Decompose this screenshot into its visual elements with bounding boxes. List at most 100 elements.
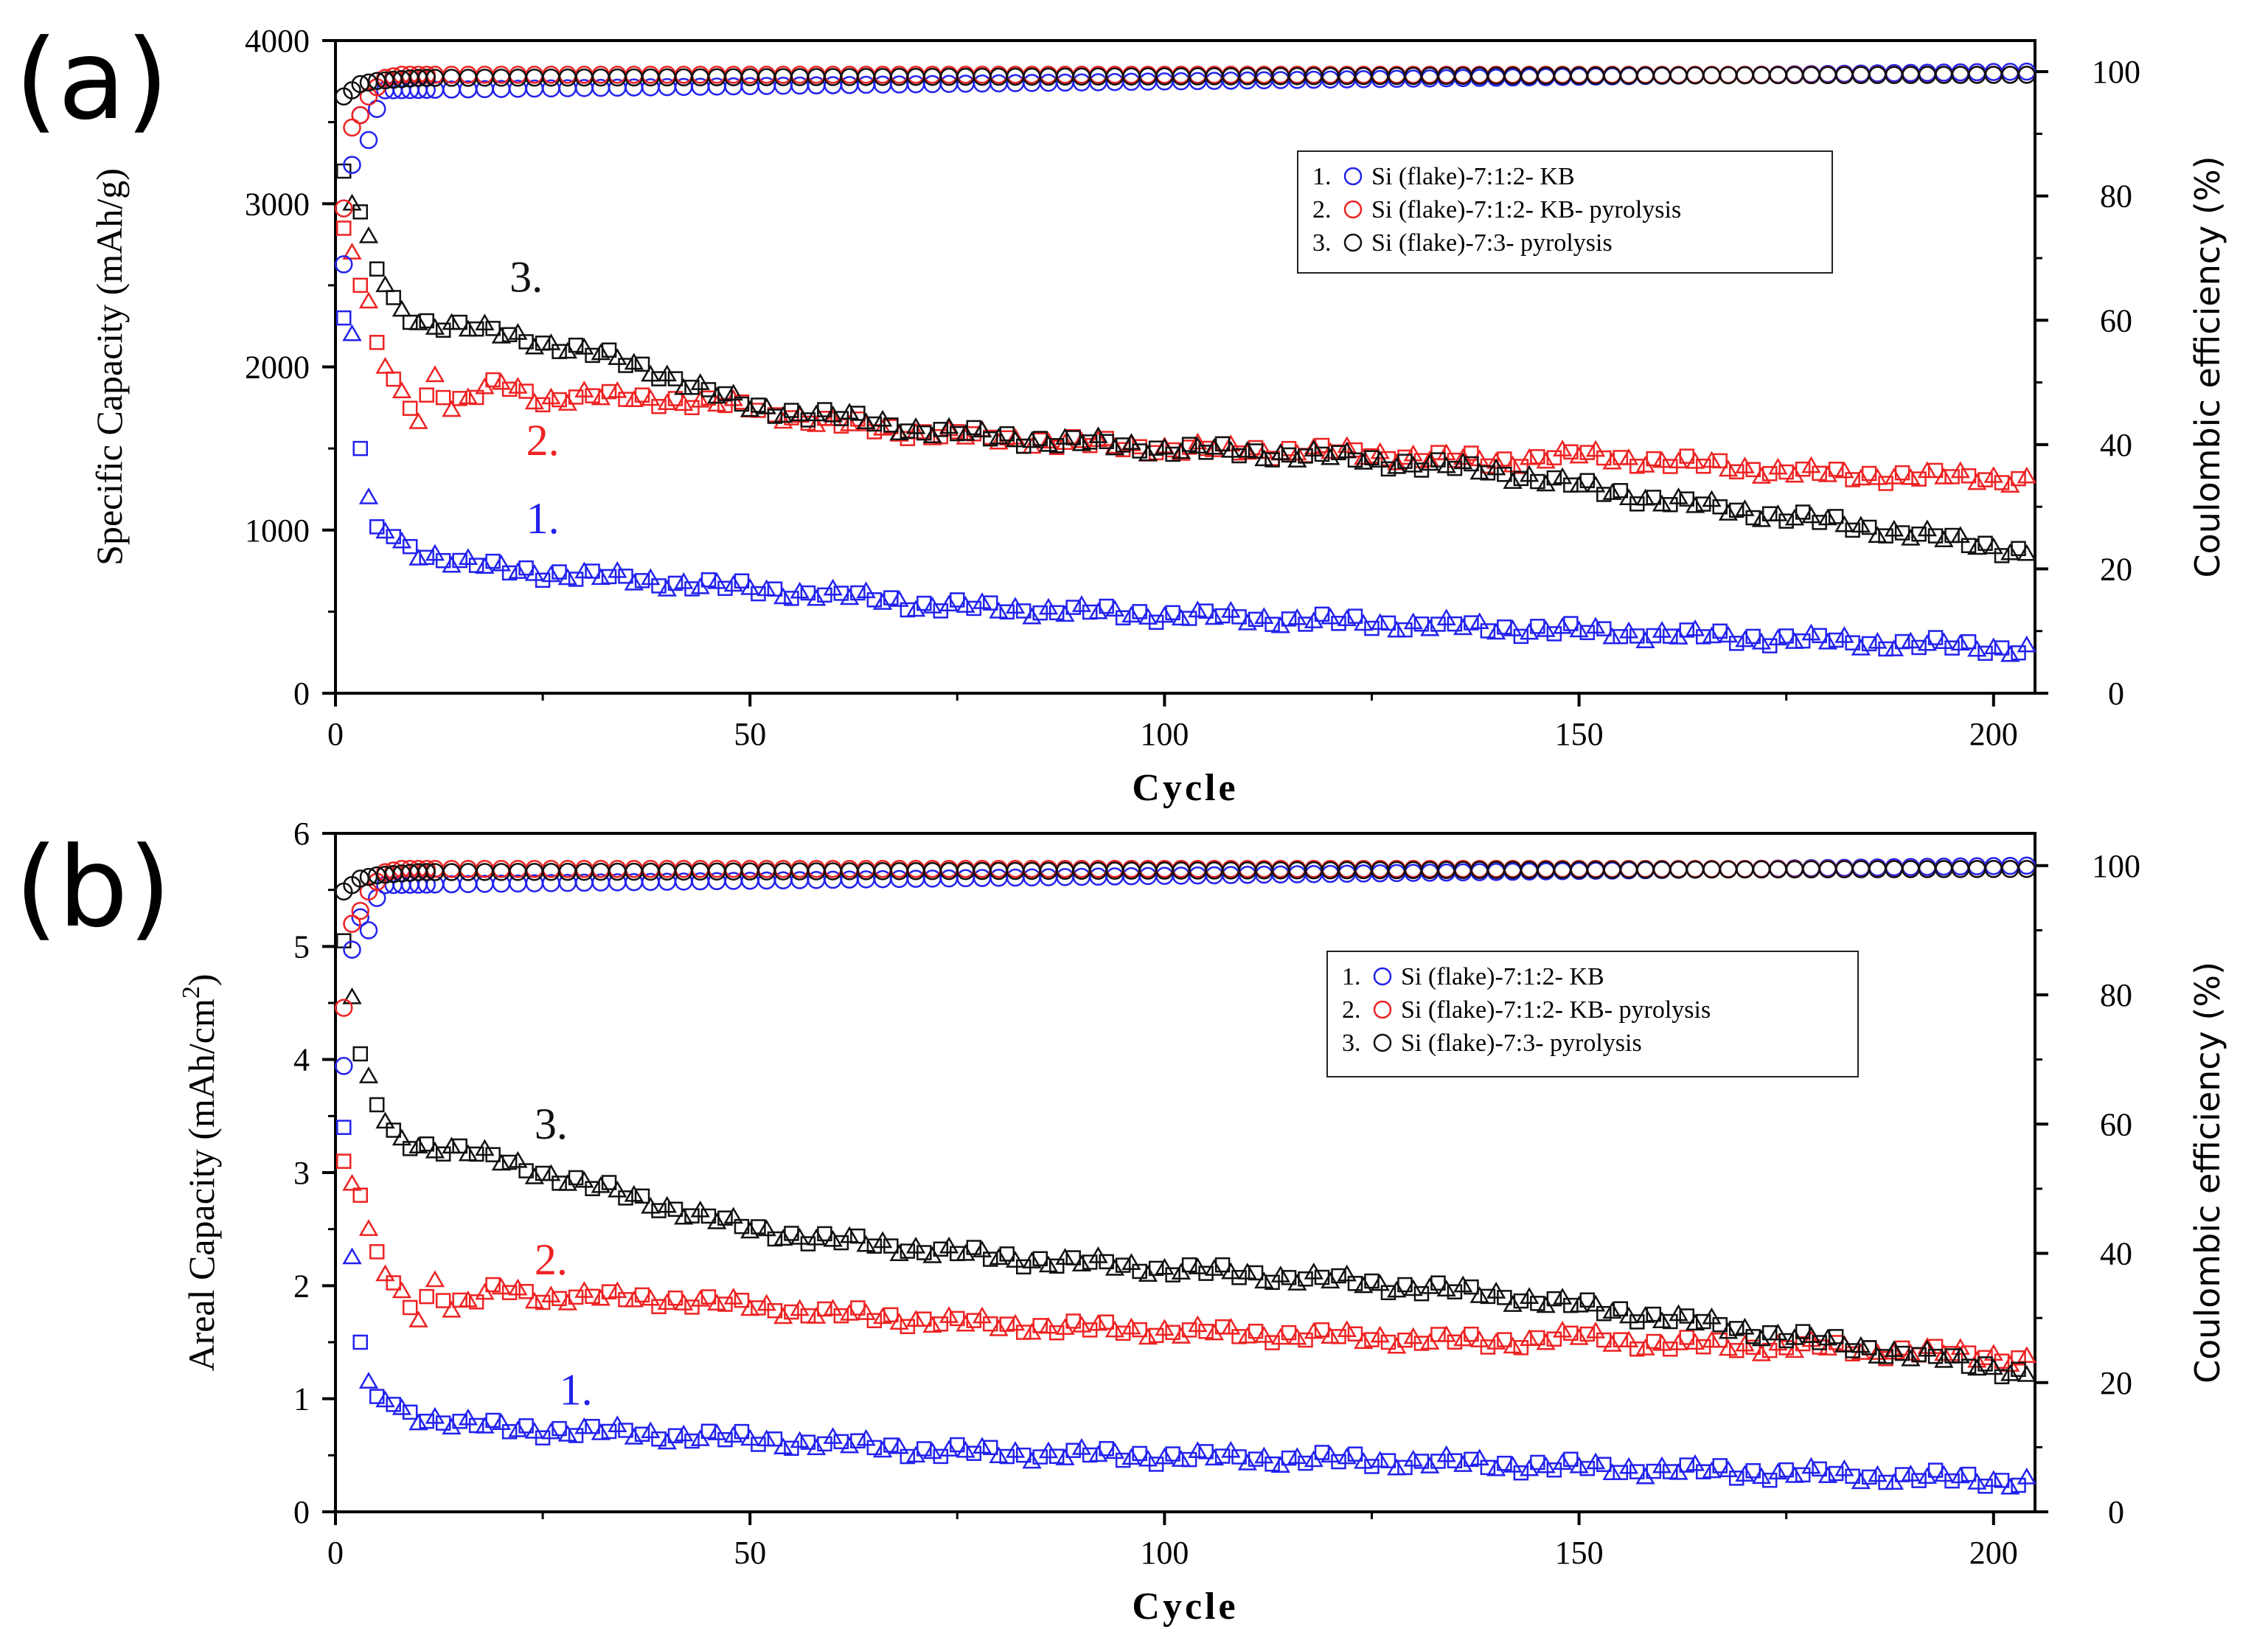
capacity-point xyxy=(1702,1461,1722,1479)
x-tick-label: 0 xyxy=(327,716,344,752)
capacity-point xyxy=(1519,465,1540,482)
capacity-point xyxy=(972,420,992,438)
capacity-point xyxy=(674,1207,694,1225)
capacity-point xyxy=(1337,441,1357,459)
y-tick-label: 3000 xyxy=(245,186,310,222)
capacity-point xyxy=(402,1404,418,1420)
capacity-point xyxy=(1088,1313,1108,1331)
capacity-point xyxy=(1613,483,1629,499)
y-tick-label: 0 xyxy=(293,1494,310,1530)
capacity-point xyxy=(1834,626,1854,643)
capacity-point xyxy=(1961,1358,1977,1374)
capacity-point xyxy=(1596,1305,1612,1322)
capacity-point xyxy=(2011,471,2026,487)
capacity-point xyxy=(518,1284,534,1299)
capacity-point xyxy=(1663,459,1678,474)
capacity-point xyxy=(1204,1448,1225,1466)
y2-tick-label: 80 xyxy=(2100,178,2132,215)
capacity-point xyxy=(883,1307,899,1323)
capacity-point xyxy=(508,1150,528,1168)
legend-number: 1. xyxy=(1342,963,1361,990)
capacity-point xyxy=(452,1138,467,1154)
capacity-point xyxy=(1055,433,1075,451)
x-axis-title: Cycle xyxy=(1132,1586,1238,1628)
capacity-point xyxy=(1287,1274,1307,1291)
efficiency-point xyxy=(1603,861,1621,879)
capacity-point xyxy=(1331,616,1346,631)
capacity-point xyxy=(501,1424,518,1440)
capacity-point xyxy=(1181,437,1197,452)
capacity-point xyxy=(756,1429,776,1447)
capacity-point xyxy=(939,1306,959,1323)
legend-marker xyxy=(1343,200,1363,219)
y-axis-title-end: ) xyxy=(181,973,222,986)
capacity-point xyxy=(1270,442,1290,460)
capacity-point xyxy=(458,1290,479,1308)
capacity-point xyxy=(1635,1306,1655,1323)
capacity-point xyxy=(1513,628,1529,645)
capacity-point xyxy=(667,1428,683,1444)
capacity-point xyxy=(723,1207,743,1224)
capacity-point xyxy=(1828,632,1844,648)
capacity-point xyxy=(1403,455,1423,473)
capacity-point xyxy=(657,580,677,597)
capacity-point xyxy=(442,400,462,417)
capacity-point xyxy=(889,590,909,607)
capacity-point xyxy=(839,1226,860,1243)
capacity-point xyxy=(524,1167,545,1184)
capacity-point xyxy=(1635,631,1655,649)
capacity-point xyxy=(508,1420,528,1437)
capacity-point xyxy=(1022,607,1042,625)
efficiency-point xyxy=(2017,859,2036,878)
capacity-point xyxy=(1022,1451,1042,1469)
capacity-point xyxy=(375,275,395,293)
capacity-point xyxy=(335,221,352,236)
capacity-point xyxy=(1254,1446,1274,1464)
capacity-point xyxy=(1265,1335,1280,1350)
capacity-point xyxy=(601,383,617,400)
capacity-point xyxy=(850,406,866,421)
capacity-point xyxy=(684,400,700,415)
capacity-point xyxy=(1138,1327,1158,1345)
capacity-point xyxy=(1679,491,1695,507)
capacity-point xyxy=(1171,1450,1192,1467)
capacity-point xyxy=(608,348,627,365)
capacity-point xyxy=(1961,468,1977,484)
capacity-point xyxy=(856,1303,876,1320)
capacity-point xyxy=(408,1310,428,1327)
efficiency-point xyxy=(939,74,959,93)
y-tick-label: 1000 xyxy=(245,513,310,549)
capacity-point xyxy=(674,572,694,589)
capacity-point xyxy=(1817,1339,1838,1355)
y2-tick-label: 40 xyxy=(2100,427,2132,463)
capacity-point xyxy=(1497,619,1512,635)
capacity-point xyxy=(1331,1454,1346,1470)
y-axis-title: Areal Capacity (mAh/cm2) xyxy=(178,973,222,1371)
capacity-point xyxy=(1469,1330,1489,1347)
capacity-point xyxy=(922,1316,942,1333)
capacity-point xyxy=(435,1293,451,1308)
capacity-point xyxy=(352,1187,368,1203)
capacity-point xyxy=(1911,527,1927,542)
capacity-point xyxy=(1679,1308,1695,1324)
capacity-point xyxy=(1387,620,1407,638)
capacity-point xyxy=(1370,1274,1390,1291)
legend: 1. Si (flake)-7:1:2- KB 2. Si (flake)-7:1:2… xyxy=(1326,951,1859,1077)
efficiency-point xyxy=(1636,66,1655,85)
capacity-point xyxy=(1181,1257,1197,1273)
x-tick-label: 150 xyxy=(1555,716,1604,752)
capacity-point xyxy=(1845,472,1860,487)
capacity-point xyxy=(756,579,776,597)
legend-number: 3. xyxy=(1342,1030,1361,1057)
capacity-point xyxy=(442,313,462,330)
capacity-point xyxy=(723,1288,743,1305)
capacity-point xyxy=(2017,1346,2036,1364)
capacity-point xyxy=(1513,459,1529,474)
capacity-point xyxy=(1420,454,1440,471)
capacity-point xyxy=(1828,509,1844,524)
capacity-point xyxy=(806,414,827,432)
capacity-point xyxy=(541,387,561,405)
capacity-point xyxy=(1065,1443,1081,1459)
capacity-point xyxy=(1420,619,1440,636)
capacity-point xyxy=(585,1288,600,1305)
